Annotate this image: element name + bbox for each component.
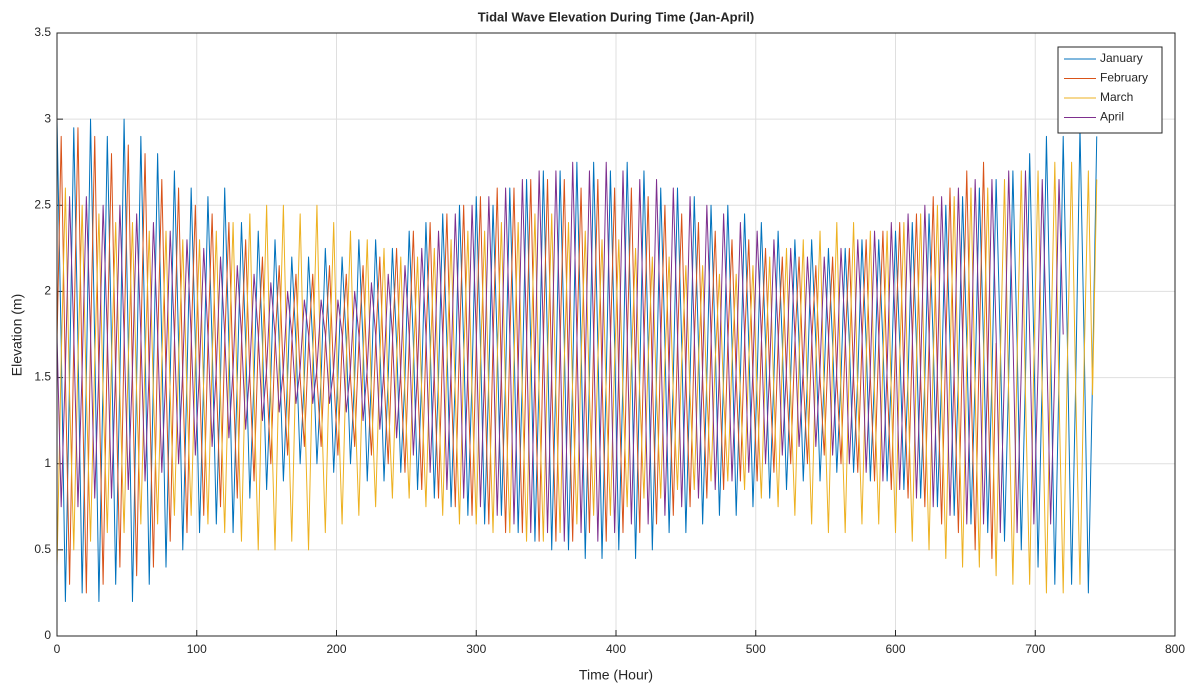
- x-tick-label: 500: [746, 642, 766, 656]
- series-line: [56, 118, 1098, 603]
- legend: January February March April: [1057, 46, 1163, 134]
- y-tick-label: 3: [44, 111, 51, 125]
- x-tick-label: 700: [1025, 642, 1045, 656]
- legend-label: April: [1100, 110, 1124, 124]
- y-tick-label: 2: [44, 284, 51, 298]
- y-tick-label: 1: [44, 456, 51, 470]
- legend-label: February: [1100, 71, 1148, 85]
- legend-label: March: [1100, 90, 1133, 104]
- plot-frame: [56, 32, 1176, 637]
- y-axis-label: Elevation (m): [9, 294, 25, 376]
- y-tick-label: 0.5: [34, 542, 51, 556]
- y-tick-label: 2.5: [34, 197, 51, 211]
- series-line: [56, 161, 1098, 594]
- y-tick-label: 0: [44, 628, 51, 642]
- chart-title: Tidal Wave Elevation During Time (Jan-Ap…: [478, 9, 754, 24]
- series-line: [56, 161, 1064, 542]
- y-tick-label: 3.5: [34, 25, 51, 39]
- x-tick-label: 600: [885, 642, 905, 656]
- x-axis-label: Time (Hour): [579, 667, 653, 683]
- y-tick-label: 1.5: [34, 370, 51, 384]
- x-tick-label: 100: [187, 642, 207, 656]
- x-tick-label: 0: [54, 642, 61, 656]
- x-tick-label: 200: [326, 642, 346, 656]
- legend-label: January: [1100, 51, 1143, 65]
- legend-box: [1057, 46, 1163, 134]
- plot-lines: [56, 118, 1098, 603]
- x-tick-label: 400: [606, 642, 626, 656]
- x-tick-label: 300: [466, 642, 486, 656]
- x-tick-label: 800: [1165, 642, 1185, 656]
